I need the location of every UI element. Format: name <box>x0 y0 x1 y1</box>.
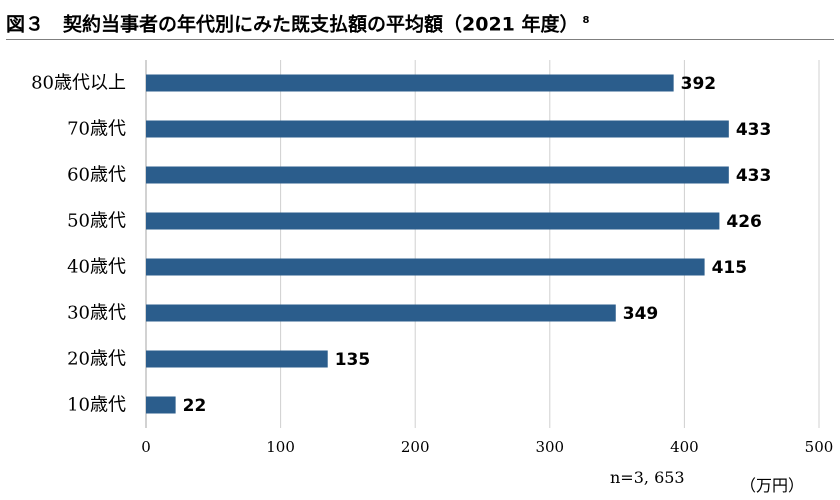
data-label-6: 135 <box>335 350 371 370</box>
x-tick-label-500: 500 <box>805 438 834 456</box>
x-tick-label-200: 200 <box>401 438 430 456</box>
bar-1 <box>146 120 729 138</box>
data-label-0: 392 <box>681 74 717 94</box>
bar-0 <box>146 74 674 92</box>
x-tick-label-300: 300 <box>535 438 564 456</box>
data-label-3: 426 <box>726 212 762 232</box>
chart-title: 図３ 契約当事者の年代別にみた既支払額の平均額（2021 年度） 8 <box>6 6 589 36</box>
footnote-marker: 8 <box>582 15 590 26</box>
category-label-7: 10歳代 <box>67 395 126 416</box>
category-label-5: 30歳代 <box>67 303 126 324</box>
data-label-7: 22 <box>183 396 207 416</box>
x-tick-label-0: 0 <box>141 438 151 456</box>
bar-6 <box>146 350 328 368</box>
bar-7 <box>146 396 176 414</box>
bar-4 <box>146 258 705 276</box>
data-label-2: 433 <box>736 166 772 186</box>
category-label-4: 40歳代 <box>67 257 126 278</box>
chart-title-text: 図３ 契約当事者の年代別にみた既支払額の平均額（2021 年度） <box>6 13 579 36</box>
category-label-1: 70歳代 <box>67 119 126 140</box>
category-label-2: 60歳代 <box>67 165 126 186</box>
title-divider <box>6 39 834 40</box>
category-label-3: 50歳代 <box>67 211 126 232</box>
data-label-4: 415 <box>712 258 748 278</box>
bar-2 <box>146 166 729 184</box>
data-label-5: 349 <box>623 304 659 324</box>
bar-5 <box>146 304 616 322</box>
data-label-1: 433 <box>736 120 772 140</box>
x-tick-label-100: 100 <box>266 438 295 456</box>
unit-label: （万円） <box>740 476 805 495</box>
bar-3 <box>146 212 720 230</box>
category-label-0: 80歳代以上 <box>31 73 126 94</box>
category-label-6: 20歳代 <box>67 349 126 370</box>
x-tick-label-400: 400 <box>670 438 699 456</box>
sample-size-note: n=3, 653 <box>610 468 685 487</box>
